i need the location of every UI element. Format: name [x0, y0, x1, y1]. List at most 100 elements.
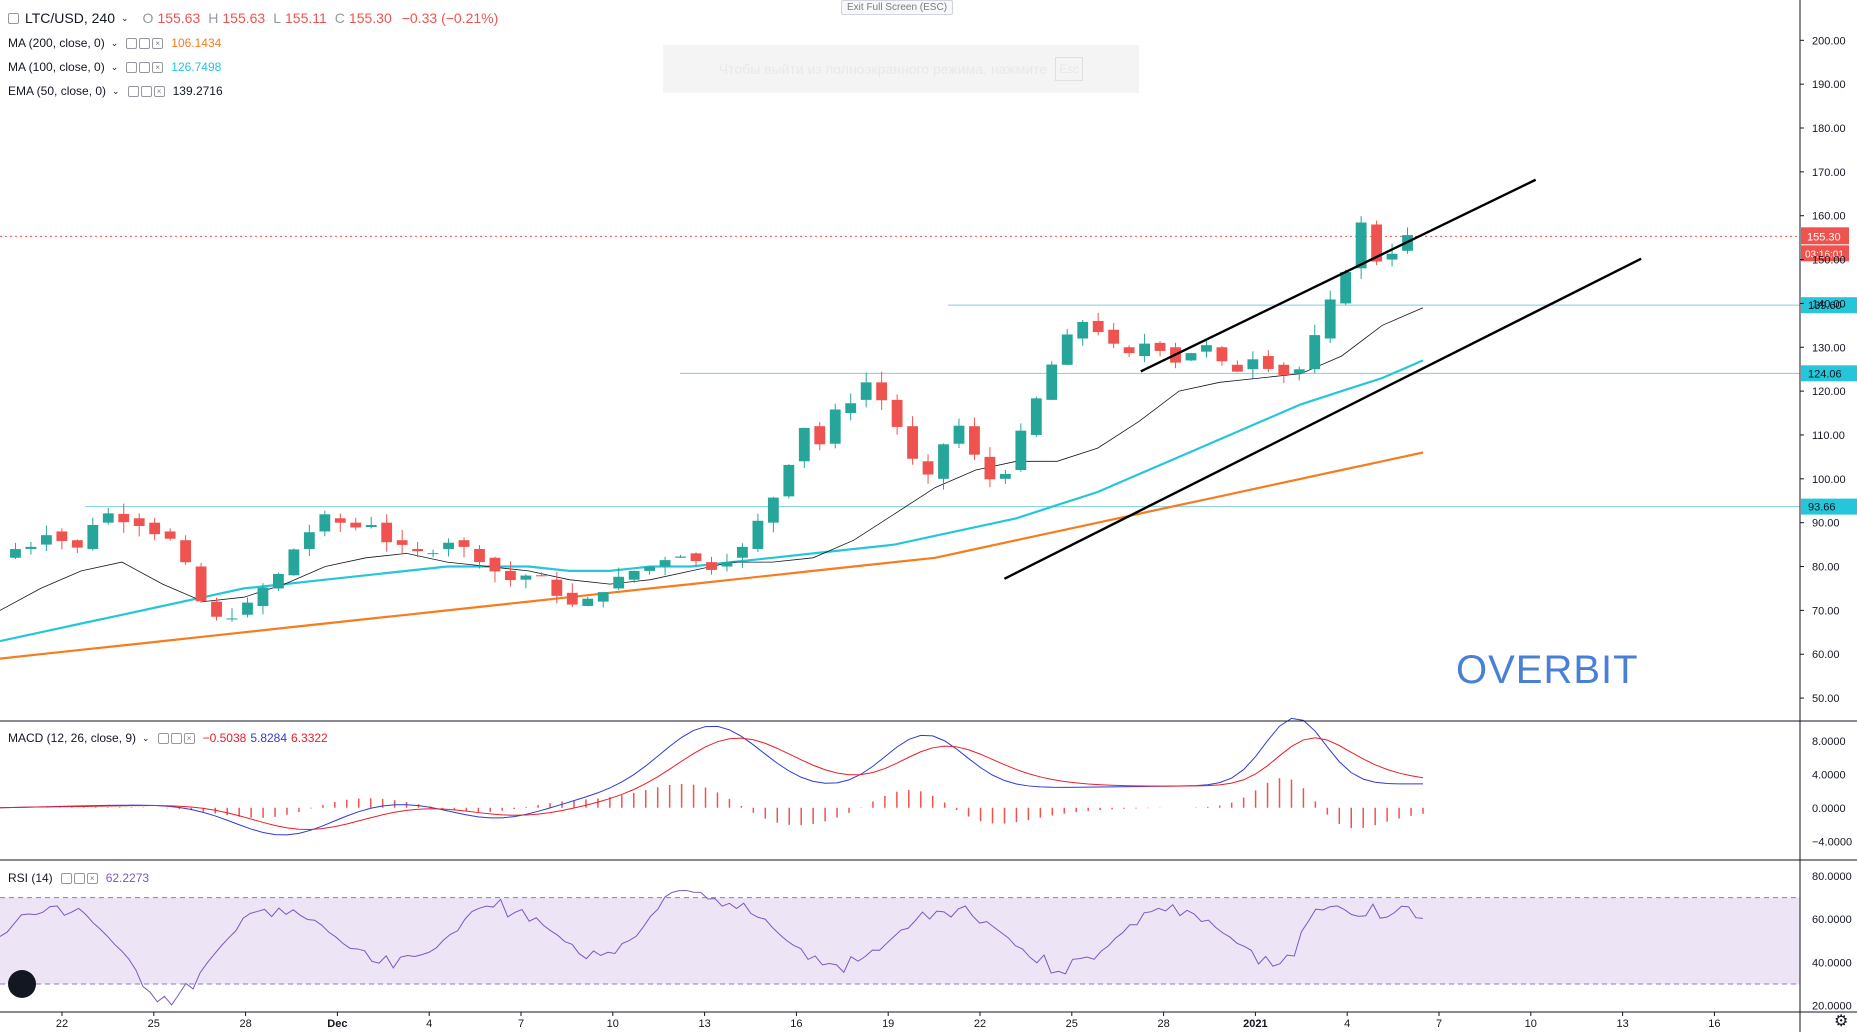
gear-icon[interactable]: ⚙ — [1834, 1013, 1849, 1030]
legend-macd[interactable]: MACD (12, 26, close, 9) ⌄ × −0.5038 5.828… — [8, 731, 328, 745]
time-label: 4 — [1344, 1018, 1350, 1030]
open-value: 155.63 — [157, 10, 201, 26]
macd-controls[interactable]: × — [157, 732, 195, 744]
candle-body — [381, 522, 393, 543]
price-tick-label: 160.00 — [1812, 211, 1846, 223]
candle-body — [474, 548, 485, 563]
candle-body — [845, 403, 857, 414]
price-tick-label: 120.00 — [1812, 386, 1846, 398]
candle-body — [1293, 369, 1305, 374]
ma100-label[interactable]: MA (100, close, 0) — [8, 60, 105, 74]
candle-body — [1247, 359, 1259, 370]
rsi-controls[interactable]: × — [60, 872, 98, 884]
ma-line — [0, 359, 1424, 643]
legend-rsi[interactable]: RSI (14) × 62.2273 — [8, 871, 149, 885]
ma200-value: 106.1434 — [171, 36, 222, 50]
candle-body — [783, 464, 795, 497]
candle-body — [752, 520, 764, 549]
price-tick-label: 90.00 — [1812, 518, 1840, 530]
ma200-controls[interactable]: × — [126, 37, 164, 49]
ma100-controls[interactable]: × — [126, 61, 164, 73]
tradingview-logo-icon[interactable] — [8, 970, 36, 998]
high-value: 155.63 — [222, 10, 266, 26]
candle-body — [1030, 398, 1042, 435]
macd-tick-label: 0.0000 — [1812, 803, 1846, 815]
level-price-badge — [1801, 365, 1857, 382]
time-label: 13 — [698, 1018, 710, 1030]
price-tick-label: 170.00 — [1812, 167, 1846, 179]
macd-tick-label: 8.0000 — [1812, 736, 1846, 748]
time-label: 28 — [1157, 1018, 1169, 1030]
ema50-controls[interactable]: × — [127, 85, 165, 97]
candle-body — [520, 575, 532, 580]
candle-body — [644, 566, 656, 571]
last-price-badge — [1801, 227, 1849, 245]
candle-body — [1201, 345, 1212, 352]
rsi-band — [0, 897, 1800, 985]
candle-body — [226, 618, 238, 620]
price-tick-label: 180.00 — [1812, 123, 1846, 135]
trendlines[interactable] — [1003, 178, 1642, 580]
time-label: 10 — [607, 1018, 619, 1030]
ma100-value: 126.7498 — [171, 60, 222, 74]
lower-trendline — [1003, 257, 1642, 580]
rsi-tick-label: 40.0000 — [1812, 957, 1852, 969]
candle-body — [10, 549, 21, 558]
settings-icon — [140, 85, 152, 97]
time-label: 22 — [56, 1018, 68, 1030]
exit-fullscreen-button[interactable]: Exit Full Screen (ESC) — [841, 0, 954, 15]
candle-body — [1108, 329, 1120, 344]
candle-body — [1015, 430, 1027, 471]
macd-label[interactable]: MACD (12, 26, close, 9) — [8, 731, 137, 745]
legend-ma200[interactable]: MA (200, close, 0) ⌄ × 106.1434 — [8, 36, 221, 50]
candle-body — [969, 426, 980, 455]
chevron-down-icon[interactable]: ⌄ — [110, 37, 119, 48]
chevron-down-icon[interactable]: ⌄ — [112, 85, 120, 96]
candle-body — [1046, 364, 1058, 400]
candle-body — [613, 576, 625, 589]
toast-key: Esc — [1055, 57, 1084, 81]
rsi-label[interactable]: RSI (14) — [8, 871, 53, 885]
candle-body — [180, 540, 192, 563]
candle-body — [690, 553, 702, 562]
chevron-down-icon[interactable]: ⌄ — [142, 732, 150, 743]
legend-ema50[interactable]: EMA (50, close, 0) ⌄ × 139.2716 — [8, 84, 223, 98]
legend-main[interactable]: LTC/USD, 240 ⌄ O 155.63 H 155.63 L 155.11 C… — [8, 10, 498, 26]
candle-body — [597, 592, 609, 602]
rsi-value: 62.2273 — [105, 871, 150, 885]
time-label: 16 — [790, 1018, 802, 1030]
candle-body — [71, 540, 83, 548]
candle-body — [40, 535, 52, 545]
rsi-tick-label: 20.0000 — [1812, 1001, 1852, 1013]
ema50-label[interactable]: EMA (50, close, 0) — [8, 84, 107, 98]
time-label: Dec — [327, 1018, 347, 1030]
candle-body — [1077, 321, 1089, 339]
rsi-tick-label: 80.0000 — [1812, 871, 1852, 883]
level-price-badge — [1801, 498, 1857, 515]
legend-ma100[interactable]: MA (100, close, 0) ⌄ × 126.7498 — [8, 60, 221, 74]
candle-body — [319, 514, 331, 532]
time-label: 19 — [882, 1018, 894, 1030]
chevron-down-icon[interactable]: ⌄ — [121, 12, 129, 23]
toast-text: Чтобы выйти из полноэкранного режима, на… — [718, 61, 1048, 77]
ma200-label[interactable]: MA (200, close, 0) — [8, 36, 105, 50]
time-label: 4 — [426, 1018, 432, 1030]
candle-body — [1092, 320, 1104, 333]
legend-collapse-icon[interactable] — [8, 12, 19, 24]
symbol-label[interactable]: LTC/USD, 240 — [25, 10, 115, 26]
candle-body — [396, 540, 408, 545]
candle-body — [535, 575, 547, 577]
candle-body — [412, 548, 424, 552]
time-label: 7 — [518, 1018, 524, 1030]
candle-body — [427, 553, 439, 555]
candle-body — [551, 579, 563, 596]
candle-body — [1340, 271, 1352, 304]
candle-body — [1216, 347, 1228, 362]
candle-body — [706, 562, 717, 570]
settings-icon — [139, 61, 151, 73]
candle-body — [102, 513, 114, 523]
chevron-down-icon[interactable]: ⌄ — [110, 61, 119, 72]
candle-body — [242, 602, 253, 615]
candle-body — [303, 532, 315, 549]
